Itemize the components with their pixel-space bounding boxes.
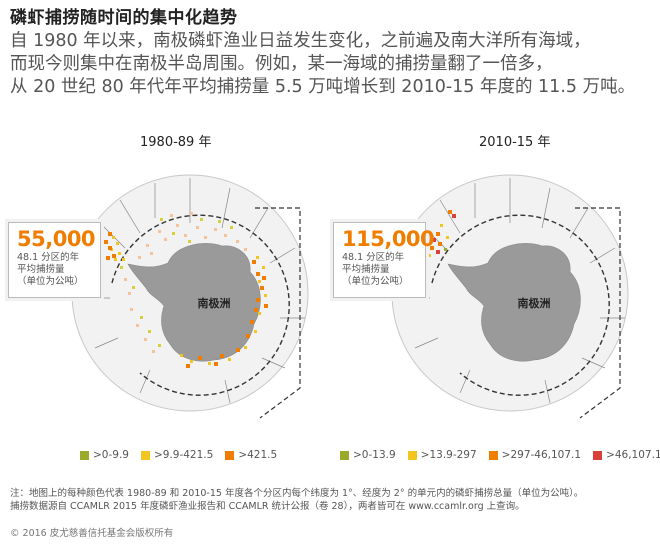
swatch-icon (225, 450, 235, 460)
antarctica-shape (127, 243, 261, 362)
catch-callout-1980s: 55,000 48.1 分区的年 平均捕捞量 （单位为公吨） (8, 222, 101, 298)
map-1980s: 南极洲 (71, 174, 309, 419)
map-2010s: 南极洲 (391, 174, 629, 419)
krill-catch-maps: 南极洲 (71, 174, 629, 419)
continent-label: 南极洲 (198, 296, 231, 310)
copyright: © 2016 皮尤慈善信托基金会版权所有 (10, 528, 174, 539)
legend-2010s: >0-13.9 >13.9-297 >297-46,107.1 >46,107.… (340, 449, 660, 461)
swatch-icon (593, 450, 603, 460)
intro-text: 自 1980 年以来，南极磷虾渔业日益发生变化，之前遍及南大洋所有海域， 而现今… (10, 30, 655, 99)
footnote-line: 捕捞数据源自 CCAMLR 2015 年度磷虾渔业报告和 CCAMLR 统计公报… (10, 501, 525, 512)
intro-line: 从 20 世纪 80 年代年平均捕捞量 5.5 万吨增长到 2010-15 年度… (10, 77, 636, 97)
legend-item: >0-9.9 (80, 449, 129, 461)
swatch-icon (488, 450, 498, 460)
legend-item: >46,107.1 (593, 449, 660, 461)
legend-item: >421.5 (225, 449, 277, 461)
legend-item: >9.9-421.5 (140, 449, 213, 461)
callout-label: 48.1 分区的年 平均捕捞量 （单位为公吨） (17, 252, 84, 287)
subarea-dashed-box (255, 207, 301, 419)
map-2010s-period: 2010-15 年 (479, 135, 551, 150)
swatch-icon (140, 450, 150, 460)
catch-cells-green (120, 218, 233, 347)
legend-item: >13.9-297 (407, 449, 477, 461)
catch-cells-light (124, 212, 247, 353)
catch-callout-2010s: 115,000 48.1 分区的年 平均捕捞量 （单位为公吨） (333, 222, 435, 298)
catch-cells-orange (104, 232, 268, 368)
subarea-boundaries (85, 178, 305, 404)
continent-label: 南极洲 (518, 296, 551, 310)
intro-line: 而现今则集中在南极半岛周围。例如，某一海域的捕捞量翻了一倍多， (10, 54, 553, 74)
swatch-icon (340, 450, 349, 460)
callout-value: 115,000 (342, 227, 435, 251)
ccamlr-dashed-boundary (111, 214, 290, 396)
intro-line: 自 1980 年以来，南极磷虾渔业日益发生变化，之前遍及南大洋所有海域， (10, 31, 591, 51)
legend-item: >0-13.9 (340, 449, 396, 461)
ccamlr-dashed-boundary (431, 214, 610, 396)
map-1980s-period: 1980-89 年 (140, 135, 212, 150)
swatch-icon (407, 450, 417, 460)
catch-cells (428, 210, 456, 257)
callout-label: 48.1 分区的年 平均捕捞量 （单位为公吨） (342, 252, 409, 287)
legend-1980s: >0-9.9 >9.9-421.5 >421.5 (80, 449, 289, 461)
catch-cells-yellow (110, 236, 267, 365)
legend-item: >297-46,107.1 (488, 449, 581, 461)
swatch-icon (80, 450, 89, 460)
callout-value: 55,000 (17, 227, 96, 251)
subarea-dashed-box (575, 207, 621, 419)
antarctica-shape (447, 243, 581, 362)
page-title: 磷虾捕捞随时间的集中化趋势 (10, 8, 238, 28)
footnote-line: 注：地图上的每种颜色代表 1980-89 和 2010-15 年度各个分区内每个… (10, 488, 584, 499)
footnotes: 注：地图上的每种颜色代表 1980-89 和 2010-15 年度各个分区内每个… (10, 487, 583, 513)
